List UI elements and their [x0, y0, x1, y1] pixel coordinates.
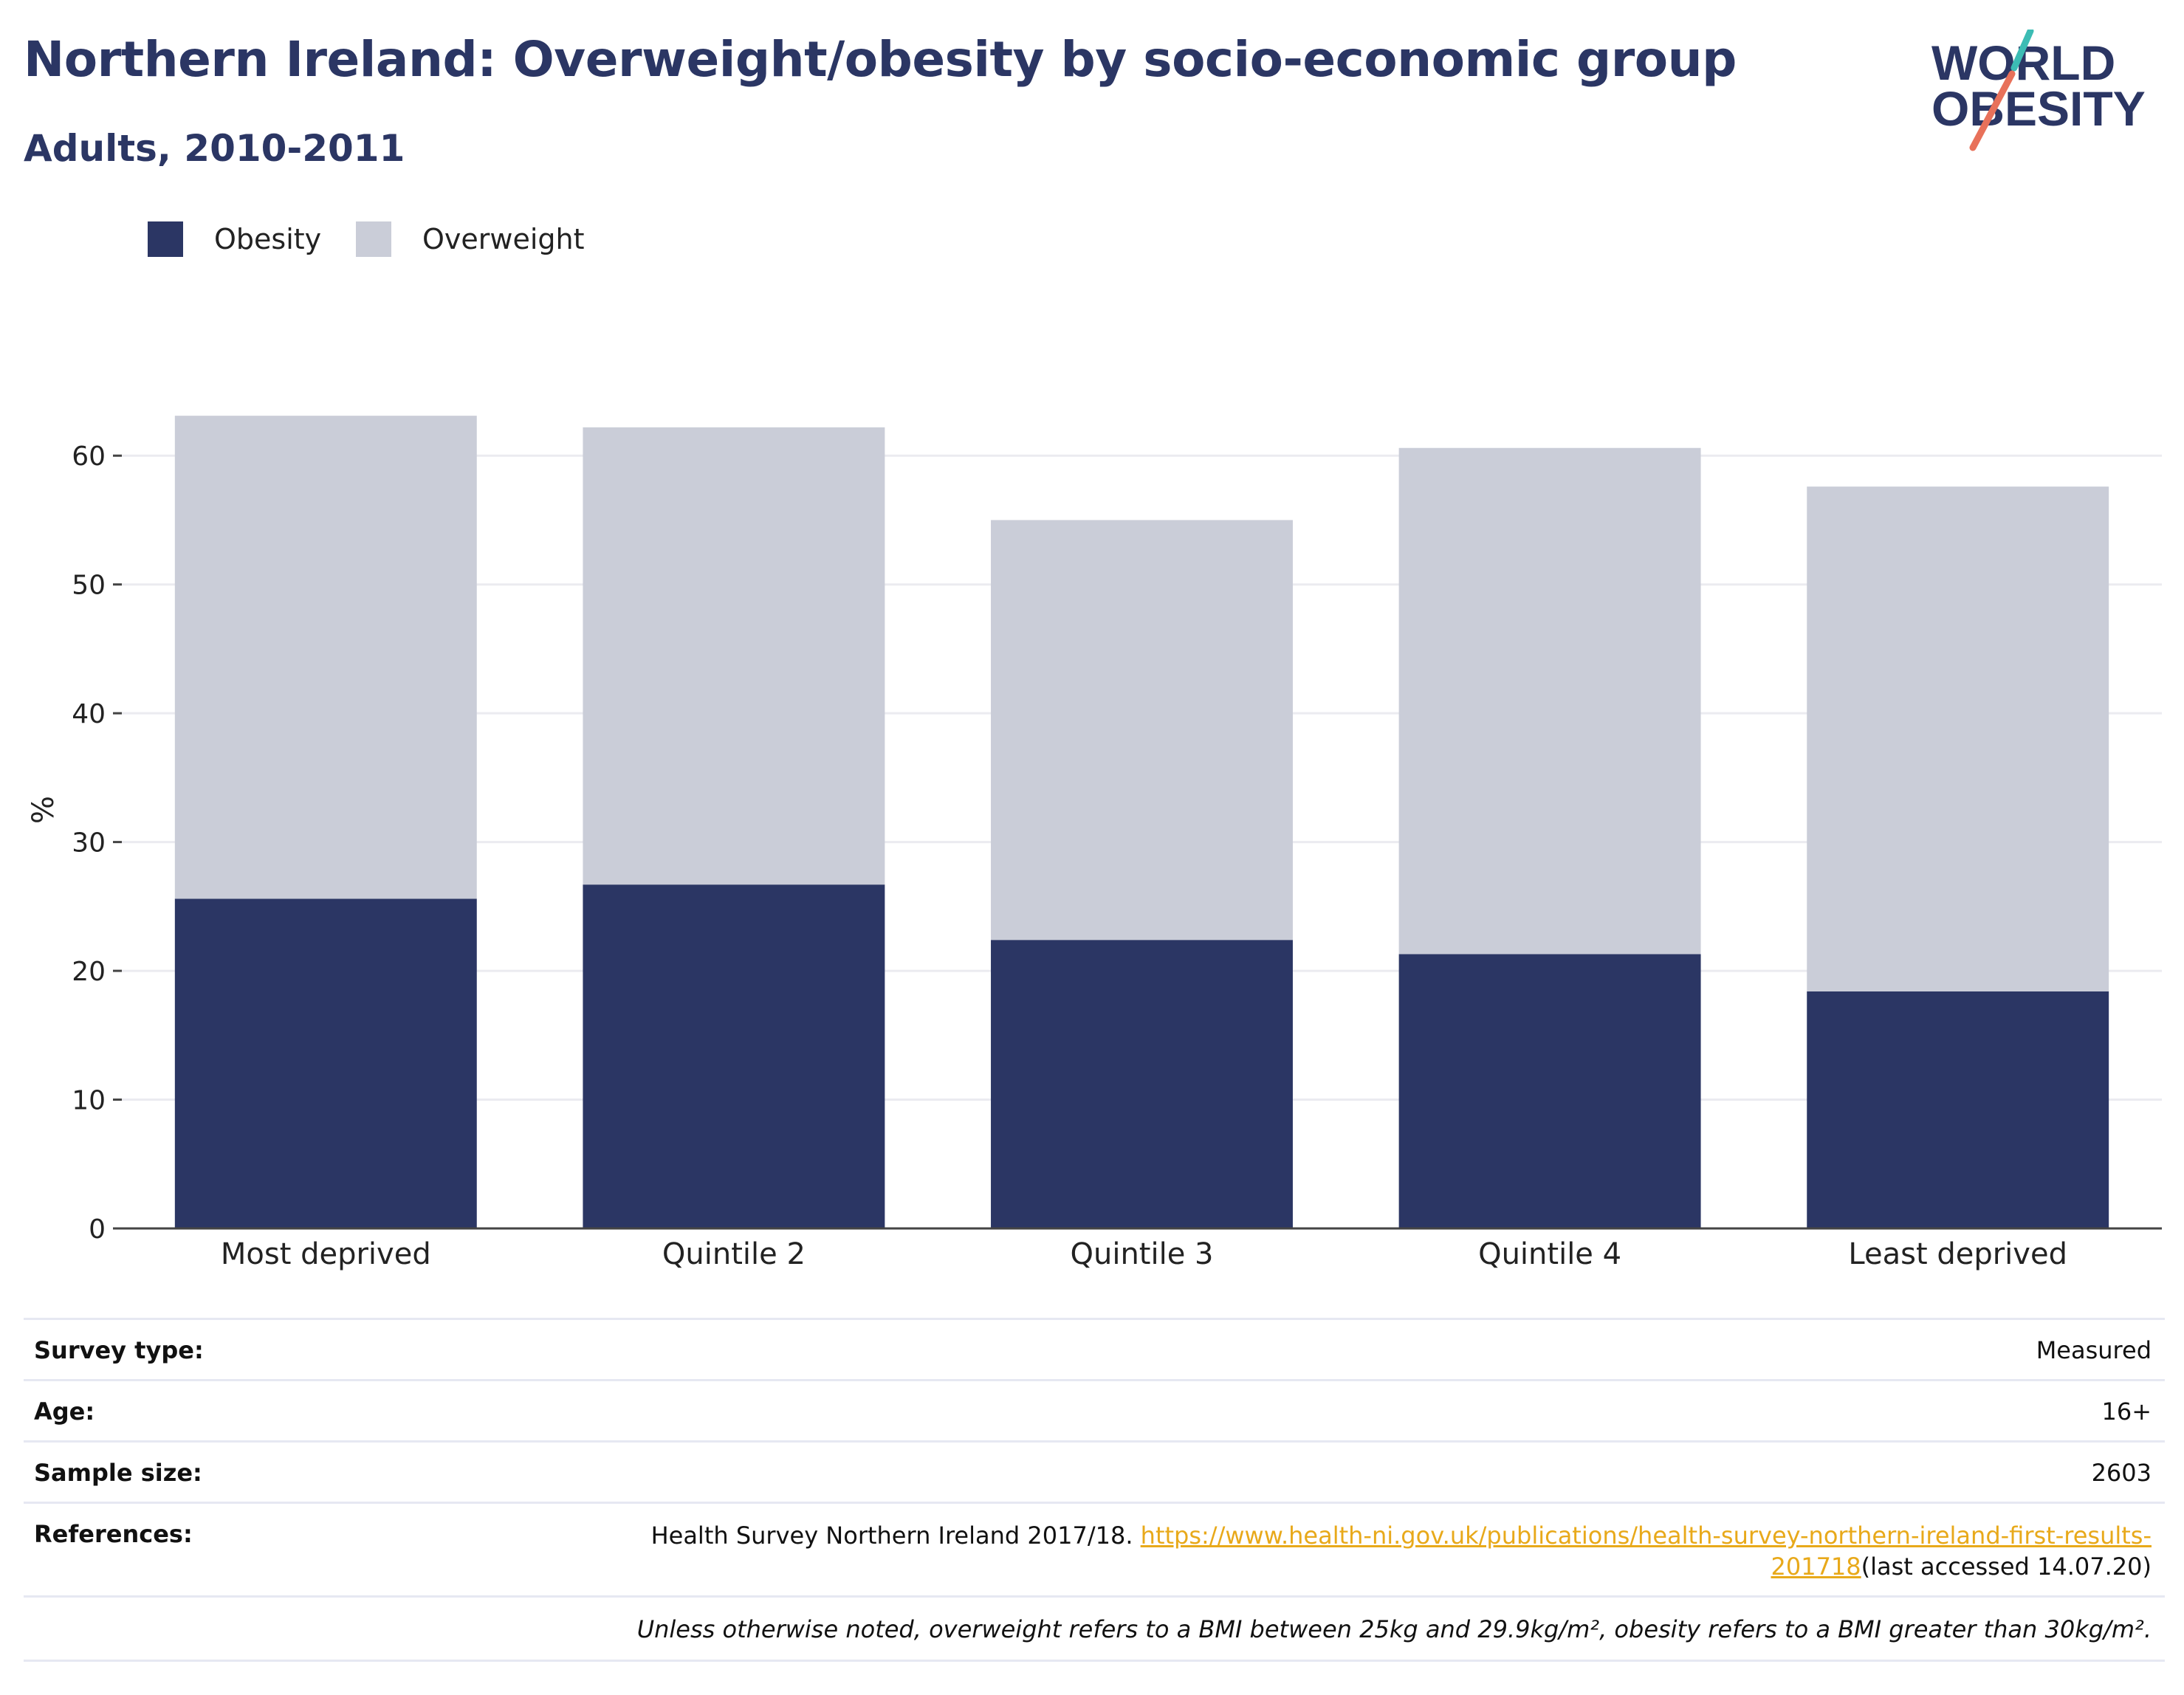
x-tick-label-3: Quintile 3	[1071, 1237, 1214, 1271]
bar-overweight-1	[174, 416, 477, 899]
y-tick-label-0: 0	[89, 1214, 106, 1245]
legend-swatch-obesity	[148, 221, 183, 257]
legend-label-overweight: Overweight	[422, 223, 585, 255]
info-row-age: Age: 16+	[24, 1379, 2165, 1440]
bar-overweight-2	[583, 427, 885, 885]
info-row-note: Unless otherwise noted, overweight refer…	[24, 1595, 2165, 1662]
sample-size-label: Sample size:	[34, 1459, 202, 1487]
age-value: 16+	[2101, 1397, 2152, 1426]
y-tick-label-60: 60	[72, 441, 106, 472]
references-line-1: Health Survey Northern Ireland 2017/18. …	[651, 1520, 2152, 1551]
bar-obesity-2	[583, 884, 885, 1228]
references-value: Health Survey Northern Ireland 2017/18. …	[651, 1520, 2152, 1582]
stacked-bar-chart: 0 10 20 30 40 50 60% Most deprived Quintile 2 Qui…	[27, 416, 2162, 1271]
chart-title: Northern Ireland: Overweight/obesity by …	[24, 31, 1737, 88]
bar-overweight-5	[1807, 487, 2109, 991]
chart-subtitle: Adults, 2010-2011	[24, 127, 405, 170]
info-table: Survey type: Measured Age: 16+ Sample si…	[24, 1318, 2165, 1662]
logo-slash-top	[2010, 27, 2034, 72]
info-row-references: References: Health Survey Northern Irela…	[24, 1502, 2165, 1595]
bar-overweight-3	[991, 520, 1293, 941]
x-tick-label-5: Least deprived	[1848, 1237, 2067, 1271]
info-row-survey-type: Survey type: Measured	[24, 1318, 2165, 1379]
y-tick-label-20: 20	[72, 957, 106, 987]
logo-line2: OBESITY	[1931, 81, 2146, 136]
references-label: References:	[34, 1520, 193, 1548]
bar-obesity-5	[1807, 991, 2109, 1228]
age-label: Age:	[34, 1397, 95, 1426]
bar-obesity-3	[991, 940, 1293, 1228]
y-tick-label-50: 50	[72, 571, 106, 601]
world-obesity-logo: WORLD OBESITY	[1920, 27, 2171, 155]
y-tick-label-10: 10	[72, 1086, 106, 1116]
references-line-2: 201718(last accessed 14.07.20)	[651, 1551, 2152, 1582]
x-tick-label-1: Most deprived	[221, 1237, 431, 1271]
references-link[interactable]: https://www.health-ni.gov.uk/publication…	[1140, 1522, 2152, 1550]
legend-label-obesity: Obesity	[214, 223, 322, 255]
y-axis-label: %	[27, 796, 61, 824]
bar-obesity-1	[174, 898, 477, 1228]
sample-size-value: 2603	[2091, 1459, 2152, 1487]
y-tick-label-40: 40	[72, 699, 106, 729]
survey-type-label: Survey type:	[34, 1336, 204, 1364]
bar-overweight-4	[1398, 447, 1701, 955]
logo-graphic: WORLD OBESITY	[1931, 27, 2146, 151]
references-link-continued[interactable]: 201718	[1771, 1553, 1861, 1581]
x-tick-label-4: Quintile 4	[1478, 1237, 1621, 1271]
info-row-sample-size: Sample size: 2603	[24, 1440, 2165, 1502]
logo-slash-bottom	[1969, 70, 2016, 151]
bar-obesity-4	[1398, 954, 1701, 1228]
references-accessed: (last accessed 14.07.20)	[1861, 1553, 2152, 1581]
x-tick-label-2: Quintile 2	[662, 1237, 806, 1271]
y-tick-label-30: 30	[72, 828, 106, 859]
legend-swatch-overweight	[356, 221, 391, 257]
survey-type-value: Measured	[2036, 1336, 2152, 1364]
references-text: Health Survey Northern Ireland 2017/18.	[650, 1522, 1141, 1550]
definition-note: Unless otherwise noted, overweight refer…	[636, 1615, 2152, 1643]
